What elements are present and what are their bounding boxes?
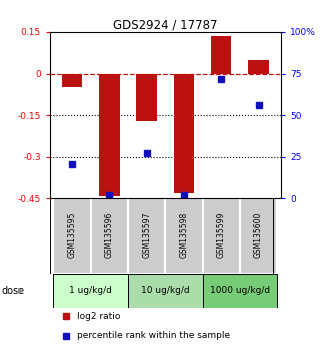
Bar [165, 199, 203, 274]
Text: 10 ug/kg/d: 10 ug/kg/d [141, 286, 190, 295]
Text: log2 ratio: log2 ratio [77, 312, 121, 321]
Bar [240, 199, 277, 274]
Bar [54, 274, 128, 308]
Bar [99, 74, 120, 196]
Bar [128, 199, 165, 274]
Bar [203, 199, 240, 274]
Bar [54, 199, 91, 274]
Bar [136, 74, 157, 121]
Text: GSM135595: GSM135595 [68, 212, 77, 258]
Title: GDS2924 / 17787: GDS2924 / 17787 [113, 19, 218, 32]
Text: ▶: ▶ [18, 286, 24, 295]
Bar [248, 59, 269, 74]
Bar [211, 36, 231, 74]
Text: 1000 ug/kg/d: 1000 ug/kg/d [210, 286, 270, 295]
Text: percentile rank within the sample: percentile rank within the sample [77, 331, 230, 341]
Text: GSM135597: GSM135597 [142, 212, 151, 258]
Text: 1 ug/kg/d: 1 ug/kg/d [69, 286, 112, 295]
Text: GSM135598: GSM135598 [179, 212, 188, 258]
Text: GSM135596: GSM135596 [105, 212, 114, 258]
Text: dose: dose [2, 286, 25, 296]
Bar [91, 199, 128, 274]
Bar [203, 274, 277, 308]
Text: GSM135600: GSM135600 [254, 212, 263, 258]
Bar [128, 274, 203, 308]
Text: GSM135599: GSM135599 [217, 212, 226, 258]
Bar [174, 74, 194, 193]
Bar [62, 74, 82, 87]
